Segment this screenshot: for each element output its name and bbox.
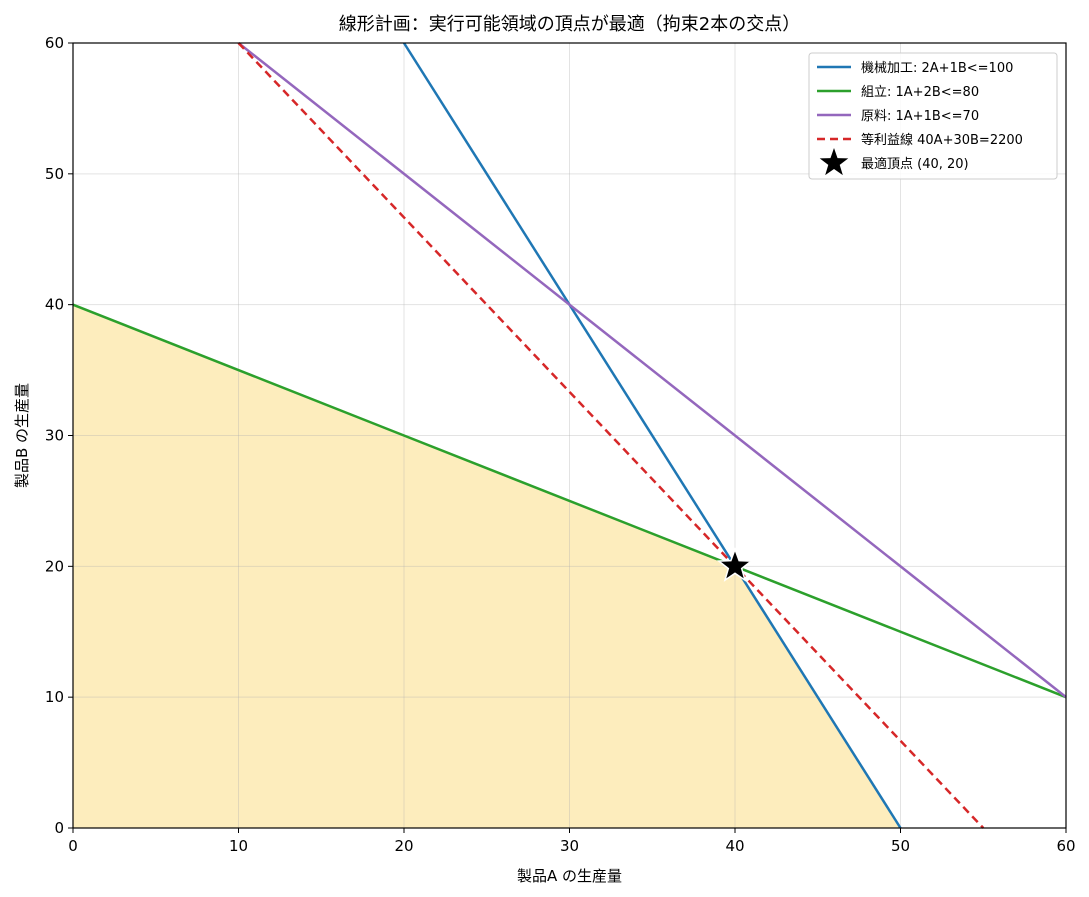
y-axis: 0 10 20 30 40 50 60 <box>45 34 73 837</box>
x-axis: 0 10 20 30 40 50 60 <box>68 828 1076 855</box>
series-lines <box>72 42 1067 829</box>
x-axis-label: 製品A の生産量 <box>517 867 622 885</box>
series-line-3 <box>237 42 985 829</box>
x-tick-label-1: 10 <box>229 837 248 855</box>
y-axis-label: 製品B の生産量 <box>13 383 31 488</box>
feasible-region <box>73 304 901 829</box>
y-tick-label-4: 40 <box>45 296 64 314</box>
y-tick-label-5: 50 <box>45 165 64 183</box>
x-tick-label-6: 60 <box>1056 837 1075 855</box>
optimum-star-marker <box>716 547 754 582</box>
legend-items: 機械加工: 2A+1B<=100 組立: 1A+2B<=80 原料: 1A+1B<=… <box>817 61 1023 176</box>
legend-label-0: 機械加工: 2A+1B<=100 <box>861 61 1013 76</box>
series-line-0 <box>402 42 902 829</box>
chart-title: 線形計画：実行可能領域の頂点が最適（拘束2本の交点） <box>339 14 800 35</box>
legend-label-3: 等利益線 40A+30B=2200 <box>861 132 1023 148</box>
legend-label-2: 原料: 1A+1B<=70 <box>861 109 979 124</box>
legend-swatch-star <box>819 148 849 176</box>
x-tick-label-5: 50 <box>891 837 910 855</box>
legend: 機械加工: 2A+1B<=100 組立: 1A+2B<=80 原料: 1A+1B<=… <box>808 52 1058 180</box>
series-line-2 <box>237 42 1067 699</box>
legend-label-4: 最適頂点 (40, 20) <box>861 156 969 172</box>
legend-box <box>808 52 1058 180</box>
x-tick-label-4: 40 <box>725 837 744 855</box>
legend-label-1: 組立: 1A+2B<=80 <box>861 85 979 100</box>
y-tick-label-3: 30 <box>45 427 64 445</box>
x-tick-label-3: 30 <box>560 837 579 855</box>
x-tick-label-0: 0 <box>68 837 78 855</box>
y-tick-label-6: 60 <box>45 34 64 52</box>
series-line-1 <box>72 303 1067 699</box>
y-tick-label-0: 0 <box>54 819 64 837</box>
y-tick-label-2: 20 <box>45 557 64 575</box>
y-tick-label-1: 10 <box>45 688 64 706</box>
x-tick-label-2: 20 <box>394 837 413 855</box>
